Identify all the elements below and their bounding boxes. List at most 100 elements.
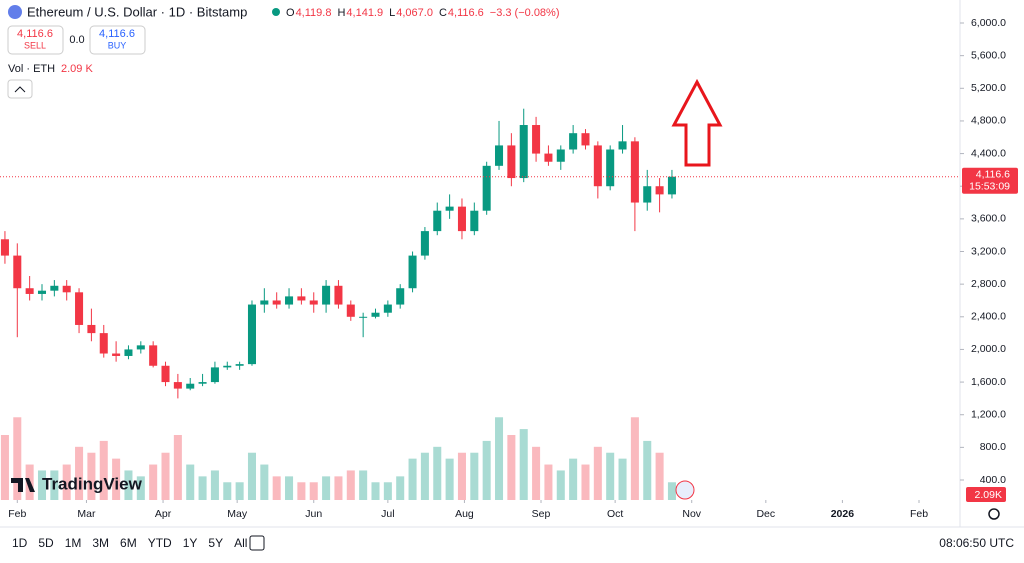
candle-body xyxy=(247,304,256,365)
volume-bar xyxy=(556,470,565,500)
candle-body xyxy=(544,153,553,162)
volume-bar xyxy=(0,435,9,500)
volume-value: 2.09 K xyxy=(61,63,93,75)
status-dot xyxy=(272,8,280,16)
volume-bar xyxy=(408,458,417,500)
y-tick-label: 1,600.0 xyxy=(971,376,1006,388)
ohlc-value: 4,141.9 xyxy=(346,7,383,19)
range-button[interactable]: 1M xyxy=(65,536,82,550)
y-tick-label: 2,000.0 xyxy=(971,343,1006,355)
spread: 0.0 xyxy=(69,34,84,46)
volume-bar xyxy=(346,470,355,500)
candle-body xyxy=(75,292,84,325)
volume-bar xyxy=(334,476,343,500)
settings-icon[interactable] xyxy=(988,508,1000,520)
candle-body xyxy=(112,353,121,356)
x-tick-label: Oct xyxy=(607,508,623,520)
candle-body xyxy=(25,288,34,294)
volume-label: Vol · ETH xyxy=(8,63,55,75)
logo-text: TradingView xyxy=(42,474,143,493)
candle-body xyxy=(581,133,590,146)
candle-body xyxy=(124,349,133,356)
x-tick-label: May xyxy=(227,508,248,520)
candle-body xyxy=(235,364,244,366)
volume-bar xyxy=(470,452,479,500)
collapse-button[interactable] xyxy=(7,79,33,99)
symbol: Ethereum / U.S. Dollar · 1D · Bitstamp xyxy=(27,4,247,19)
candle-body xyxy=(62,285,71,293)
date-range-icon[interactable] xyxy=(249,535,265,551)
volume-bar xyxy=(62,464,71,500)
volume-bar xyxy=(630,417,639,500)
volume-bar xyxy=(495,417,504,500)
volume-bar xyxy=(507,435,516,500)
sell-button[interactable] xyxy=(7,25,64,55)
range-button[interactable]: 5D xyxy=(38,536,54,550)
candle-body xyxy=(99,333,108,354)
range-button[interactable]: 5Y xyxy=(208,536,223,550)
candle-body xyxy=(13,255,22,289)
y-tick-label: 3,600.0 xyxy=(971,213,1006,225)
change: −3.3 (−0.08%) xyxy=(490,7,560,19)
range-button[interactable]: 1Y xyxy=(183,536,198,550)
volume-bar xyxy=(371,482,380,500)
range-button[interactable]: 3M xyxy=(92,536,109,550)
x-tick-label: 2026 xyxy=(831,508,855,520)
buy-label: BUY xyxy=(108,40,127,50)
volume-bar xyxy=(198,476,207,500)
candle-body xyxy=(643,186,652,203)
x-tick-label: Apr xyxy=(155,508,172,520)
y-tick-label: 2,400.0 xyxy=(971,311,1006,323)
candle-body xyxy=(606,149,615,187)
volume-bar xyxy=(667,482,676,500)
volume-bar xyxy=(247,452,256,500)
candle-body xyxy=(149,345,158,366)
ohlc-value: 4,116.6 xyxy=(448,7,484,19)
range-button[interactable]: 6M xyxy=(120,536,137,550)
volume-badge xyxy=(966,487,1006,502)
ohlc-legend: O 4,119.8 H 4,141.9 L 4,067.0 C 4,116.6 xyxy=(286,7,484,19)
logo-mark xyxy=(11,478,35,492)
range-button[interactable]: YTD xyxy=(148,536,172,550)
candle-body xyxy=(136,345,145,350)
candle-body xyxy=(470,210,479,232)
candle-body xyxy=(272,300,281,305)
candle-body xyxy=(396,288,405,305)
volume-bar xyxy=(544,464,553,500)
volume-bar xyxy=(519,429,528,500)
volume-bar xyxy=(618,458,627,500)
y-tick-label: 1,200.0 xyxy=(971,409,1006,421)
ohlc-value: 4,119.8 xyxy=(296,7,332,19)
volume-bar xyxy=(272,476,281,500)
volume-bar xyxy=(136,476,145,500)
y-tick-label: 400.0 xyxy=(980,474,1006,486)
volume-bar xyxy=(124,470,133,500)
volume-bar xyxy=(581,464,590,500)
range-button[interactable]: 1D xyxy=(12,536,28,550)
candle-body xyxy=(383,304,392,313)
candle-body xyxy=(50,285,59,291)
range-toolbar: 1D 5D 1M 3M 6M YTD 1Y 5Y All xyxy=(12,536,247,550)
volume-bar xyxy=(593,446,602,500)
plot: 400.0 800.0 1,200.0 1,600.0 2,000.0 2,400.0 2,… xyxy=(0,17,1018,520)
candle-body xyxy=(457,206,466,232)
volume-bar xyxy=(383,482,392,500)
volume-bar xyxy=(112,458,121,500)
candle-body xyxy=(210,367,219,383)
volume-badge-label: 2.09K xyxy=(975,489,1002,501)
candle-body xyxy=(0,239,9,256)
y-tick-label: 4,400.0 xyxy=(971,147,1006,159)
candle-body xyxy=(198,382,207,384)
ohlc-key: O xyxy=(286,7,295,19)
buy-button[interactable] xyxy=(89,25,146,55)
range-button[interactable]: All xyxy=(234,536,247,550)
volume-bar xyxy=(569,458,578,500)
candle-body xyxy=(359,316,368,318)
candle-body xyxy=(519,125,528,179)
volume-bar xyxy=(606,452,615,500)
candle-body xyxy=(285,296,294,305)
volume-bar xyxy=(420,452,429,500)
candle-body xyxy=(37,290,47,294)
ohlc-value: 4,067.0 xyxy=(396,7,433,19)
